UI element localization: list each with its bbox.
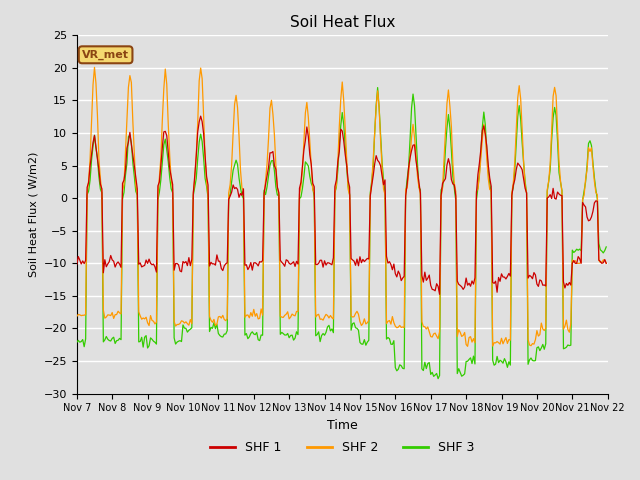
SHF 1: [232, 185, 240, 191]
SHF 3: [435, 376, 442, 382]
SHF 3: [305, 163, 312, 169]
Y-axis label: Soil Heat Flux ( W/m2): Soil Heat Flux ( W/m2): [28, 152, 38, 277]
SHF 2: [464, 344, 472, 349]
SHF 1: [138, 264, 145, 270]
Title: Soil Heat Flux: Soil Heat Flux: [289, 15, 395, 30]
SHF 2: [140, 315, 147, 321]
SHF 3: [231, 162, 239, 168]
SHF 3: [73, 339, 81, 345]
Line: SHF 3: SHF 3: [77, 87, 606, 379]
X-axis label: Time: Time: [327, 419, 358, 432]
SHF 2: [232, 93, 240, 98]
SHF 2: [73, 313, 81, 319]
SHF 2: [91, 64, 99, 70]
SHF 3: [576, 246, 584, 252]
Line: SHF 2: SHF 2: [77, 67, 606, 347]
SHF 3: [138, 335, 145, 340]
SHF 2: [250, 307, 258, 312]
SHF 3: [257, 332, 265, 338]
SHF 1: [602, 261, 610, 266]
SHF 1: [306, 152, 314, 157]
Text: VR_met: VR_met: [82, 49, 129, 60]
Legend: SHF 1, SHF 2, SHF 3: SHF 1, SHF 2, SHF 3: [205, 436, 479, 459]
SHF 3: [374, 84, 381, 90]
SHF 1: [250, 260, 258, 266]
SHF 1: [436, 291, 444, 297]
SHF 1: [73, 262, 81, 267]
SHF 1: [259, 258, 266, 264]
SHF 3: [248, 329, 256, 335]
SHF 3: [602, 244, 610, 250]
SHF 2: [306, 138, 314, 144]
SHF 1: [197, 113, 205, 119]
SHF 2: [602, 261, 610, 266]
SHF 1: [576, 256, 584, 262]
SHF 2: [576, 261, 584, 266]
SHF 2: [259, 312, 266, 318]
Line: SHF 1: SHF 1: [77, 116, 606, 294]
